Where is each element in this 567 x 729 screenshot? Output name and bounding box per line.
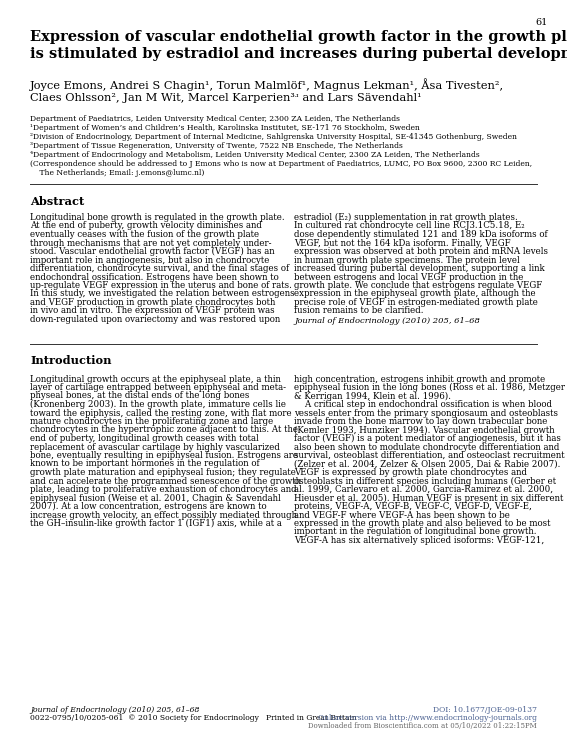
Text: eventually ceases with the fusion of the growth plate: eventually ceases with the fusion of the…	[30, 230, 259, 239]
Text: expression was observed at both protein and mRNA levels: expression was observed at both protein …	[294, 247, 548, 256]
Text: physeal bones, at the distal ends of the long bones: physeal bones, at the distal ends of the…	[30, 391, 249, 400]
Text: known to be important hormones in the regulation of: known to be important hormones in the re…	[30, 459, 260, 469]
Text: estradiol (E₂) supplementation in rat growth plates.: estradiol (E₂) supplementation in rat gr…	[294, 213, 518, 222]
Text: 61: 61	[536, 18, 548, 27]
Text: in human growth plate specimens. The protein level: in human growth plate specimens. The pro…	[294, 255, 520, 265]
Text: VEGF-A has six alternatively spliced isoforms: VEGF-121,: VEGF-A has six alternatively spliced iso…	[294, 536, 544, 545]
Text: 0022-0795/10/0205-061  © 2010 Society for Endocrinology   Printed in Great Brita: 0022-0795/10/0205-061 © 2010 Society for…	[30, 714, 357, 722]
Text: epiphyseal fusion in the long bones (Ross et al. 1986, Metzger: epiphyseal fusion in the long bones (Ros…	[294, 383, 565, 392]
Text: ³Department of Tissue Regeneration, University of Twente, 7522 NB Enschede, The : ³Department of Tissue Regeneration, Univ…	[30, 142, 403, 150]
Text: also been shown to modulate chondrocyte differentiation and: also been shown to modulate chondrocyte …	[294, 443, 560, 451]
Text: differentiation, chondrocyte survival, and the final stages of: differentiation, chondrocyte survival, a…	[30, 264, 289, 273]
Text: important role in angiogenesis, but also in chondrocyte: important role in angiogenesis, but also…	[30, 255, 269, 265]
Text: VEGF, but not the 164 kDa isoform. Finally, VEGF: VEGF, but not the 164 kDa isoform. Final…	[294, 238, 511, 248]
Text: Joyce Emons, Andrei S Chagin¹, Torun Malmlöf¹, Magnus Lekman¹, Åsa Tivesten²,: Joyce Emons, Andrei S Chagin¹, Torun Mal…	[30, 78, 504, 91]
Text: Longitudinal growth occurs at the epiphyseal plate, a thin: Longitudinal growth occurs at the epiphy…	[30, 375, 281, 383]
Text: end of puberty, longitudinal growth ceases with total: end of puberty, longitudinal growth ceas…	[30, 434, 259, 443]
Text: DOI: 10.1677/JOE-09-0137: DOI: 10.1677/JOE-09-0137	[433, 706, 537, 714]
Text: al. 1999, Carlevaro et al. 2000, Garcia-Ramirez et al. 2000,: al. 1999, Carlevaro et al. 2000, Garcia-…	[294, 485, 553, 494]
Text: A critical step in endochondral ossification is when blood: A critical step in endochondral ossifica…	[294, 400, 552, 409]
Text: and can accelerate the programmed senescence of the growth: and can accelerate the programmed senesc…	[30, 477, 301, 486]
Text: expression in the epiphyseal growth plate, although the: expression in the epiphyseal growth plat…	[294, 289, 536, 298]
Text: in vivo and in vitro. The expression of VEGF protein was: in vivo and in vitro. The expression of …	[30, 306, 274, 316]
Text: expressed in the growth plate and also believed to be most: expressed in the growth plate and also b…	[294, 519, 551, 528]
Text: chondrocytes in the hypertrophic zone adjacent to this. At the: chondrocytes in the hypertrophic zone ad…	[30, 426, 298, 434]
Text: Expression of vascular endothelial growth factor in the growth plate: Expression of vascular endothelial growt…	[30, 30, 567, 44]
Text: increased during pubertal development, supporting a link: increased during pubertal development, s…	[294, 264, 545, 273]
Text: Online version via http://www.endocrinology-journals.org: Online version via http://www.endocrinol…	[318, 714, 537, 722]
Text: The Netherlands; Email: j.emons@lumc.nl): The Netherlands; Email: j.emons@lumc.nl)	[30, 169, 204, 177]
Text: Hieusder et al. 2005). Human VEGF is present in six different: Hieusder et al. 2005). Human VEGF is pre…	[294, 494, 564, 502]
Text: factor (VEGF) is a potent mediator of angiogenesis, but it has: factor (VEGF) is a potent mediator of an…	[294, 434, 561, 443]
Text: Department of Paediatrics, Leiden University Medical Center, 2300 ZA Leiden, The: Department of Paediatrics, Leiden Univer…	[30, 115, 400, 123]
Text: ¹Department of Women’s and Children’s Health, Karolinska Institutet, SE-171 76 S: ¹Department of Women’s and Children’s He…	[30, 124, 420, 132]
Text: through mechanisms that are not yet completely under-: through mechanisms that are not yet comp…	[30, 238, 272, 248]
Text: At the end of puberty, growth velocity diminishes and: At the end of puberty, growth velocity d…	[30, 222, 262, 230]
Text: high concentration, estrogens inhibit growth and promote: high concentration, estrogens inhibit gr…	[294, 375, 545, 383]
Text: Claes Ohlsson², Jan M Wit, Marcel Karperien³ʴ and Lars Sävendahl¹: Claes Ohlsson², Jan M Wit, Marcel Karper…	[30, 93, 422, 103]
Text: dose dependently stimulated 121 and 189 kDa isoforms of: dose dependently stimulated 121 and 189 …	[294, 230, 548, 239]
Text: In this study, we investigated the relation between estrogens: In this study, we investigated the relat…	[30, 289, 295, 298]
Text: epiphyseal fusion (Weise et al. 2001, Chagin & Savendahl: epiphyseal fusion (Weise et al. 2001, Ch…	[30, 494, 281, 502]
Text: survival, osteoblast differentiation, and osteoclast recruitment: survival, osteoblast differentiation, an…	[294, 451, 565, 460]
Text: increase growth velocity, an effect possibly mediated through: increase growth velocity, an effect poss…	[30, 510, 297, 520]
Text: Abstract: Abstract	[30, 196, 84, 207]
Text: In cultured rat chondrocyte cell line RCJ3.1C5.18, E₂: In cultured rat chondrocyte cell line RC…	[294, 222, 524, 230]
Text: vessels enter from the primary spongiosaum and osteoblasts: vessels enter from the primary spongiosa…	[294, 408, 558, 418]
Text: invade from the bone marrow to lay down trabecular bone: invade from the bone marrow to lay down …	[294, 417, 547, 426]
Text: between estrogens and local VEGF production in the: between estrogens and local VEGF product…	[294, 273, 523, 281]
Text: plate, leading to proliferative exhaustion of chondrocytes and: plate, leading to proliferative exhausti…	[30, 485, 297, 494]
Text: osteoblasts in different species including humans (Gerber et: osteoblasts in different species includi…	[294, 477, 556, 486]
Text: & Kerrigan 1994, Klein et al. 1996).: & Kerrigan 1994, Klein et al. 1996).	[294, 391, 451, 401]
Text: stood. Vascular endothelial growth factor (VEGF) has an: stood. Vascular endothelial growth facto…	[30, 247, 274, 256]
Text: growth plate maturation and epiphyseal fusion; they regulate: growth plate maturation and epiphyseal f…	[30, 468, 296, 477]
Text: Longitudinal bone growth is regulated in the growth plate.: Longitudinal bone growth is regulated in…	[30, 213, 285, 222]
Text: bone, eventually resulting in epiphyseal fusion. Estrogens are: bone, eventually resulting in epiphyseal…	[30, 451, 298, 460]
Text: and VEGF-F where VEGF-A has been shown to be: and VEGF-F where VEGF-A has been shown t…	[294, 510, 510, 520]
Text: the GH–insulin-like growth factor 1 (IGF1) axis, while at a: the GH–insulin-like growth factor 1 (IGF…	[30, 519, 282, 528]
Text: mature chondrocytes in the proliferating zone and large: mature chondrocytes in the proliferating…	[30, 417, 273, 426]
Text: layer of cartilage entrapped between epiphyseal and meta-: layer of cartilage entrapped between epi…	[30, 383, 286, 392]
Text: ²Division of Endocrinology, Department of Internal Medicine, Sahlgrenska Univers: ²Division of Endocrinology, Department o…	[30, 133, 517, 141]
Text: endochondral ossification. Estrogens have been shown to: endochondral ossification. Estrogens hav…	[30, 273, 279, 281]
Text: (Kronenberg 2003). In the growth plate, immature cells lie: (Kronenberg 2003). In the growth plate, …	[30, 400, 286, 409]
Text: proteins, VEGF-A, VEGF-B, VEGF-C, VEGF-D, VEGF-E,: proteins, VEGF-A, VEGF-B, VEGF-C, VEGF-D…	[294, 502, 532, 511]
Text: 2007). At a low concentration, estrogens are known to: 2007). At a low concentration, estrogens…	[30, 502, 266, 511]
Text: replacement of avascular cartilage by highly vascularized: replacement of avascular cartilage by hi…	[30, 443, 280, 451]
Text: Introduction: Introduction	[30, 356, 112, 367]
Text: Journal of Endocrinology (2010) 205, 61–68: Journal of Endocrinology (2010) 205, 61–…	[294, 317, 480, 325]
Text: is stimulated by estradiol and increases during pubertal development: is stimulated by estradiol and increases…	[30, 47, 567, 61]
Text: (Correspondence should be addressed to J Emons who is now at Department of Paedi: (Correspondence should be addressed to J…	[30, 160, 532, 168]
Text: up-regulate VEGF expression in the uterus and bone of rats.: up-regulate VEGF expression in the uteru…	[30, 281, 292, 290]
Text: down-regulated upon ovariectomy and was restored upon: down-regulated upon ovariectomy and was …	[30, 315, 280, 324]
Text: toward the epiphysis, called the resting zone, with flat more: toward the epiphysis, called the resting…	[30, 408, 291, 418]
Text: Journal of Endocrinology (2010) 205, 61–68: Journal of Endocrinology (2010) 205, 61–…	[30, 706, 200, 714]
Text: (Zelzer et al. 2004, Zelzer & Olsen 2005, Dai & Rabie 2007).: (Zelzer et al. 2004, Zelzer & Olsen 2005…	[294, 459, 560, 469]
Text: precise role of VEGF in estrogen-mediated growth plate: precise role of VEGF in estrogen-mediate…	[294, 298, 538, 307]
Text: and VEGF production in growth plate chondrocytes both: and VEGF production in growth plate chon…	[30, 298, 276, 307]
Text: important in the regulation of longitudinal bone growth.: important in the regulation of longitudi…	[294, 528, 536, 537]
Text: Downloaded from Bioscientifica.com at 05/10/2022 01:22:15PM: Downloaded from Bioscientifica.com at 05…	[308, 722, 537, 729]
Text: fusion remains to be clarified.: fusion remains to be clarified.	[294, 306, 424, 316]
Text: ⁴Department of Endocrinology and Metabolism, Leiden University Medical Center, 2: ⁴Department of Endocrinology and Metabol…	[30, 151, 480, 159]
Text: growth plate. We conclude that estrogens regulate VEGF: growth plate. We conclude that estrogens…	[294, 281, 542, 290]
Text: VEGF is expressed by growth plate chondrocytes and: VEGF is expressed by growth plate chondr…	[294, 468, 527, 477]
Text: (Kemler 1993, Hunziker 1994). Vascular endothelial growth: (Kemler 1993, Hunziker 1994). Vascular e…	[294, 426, 555, 434]
